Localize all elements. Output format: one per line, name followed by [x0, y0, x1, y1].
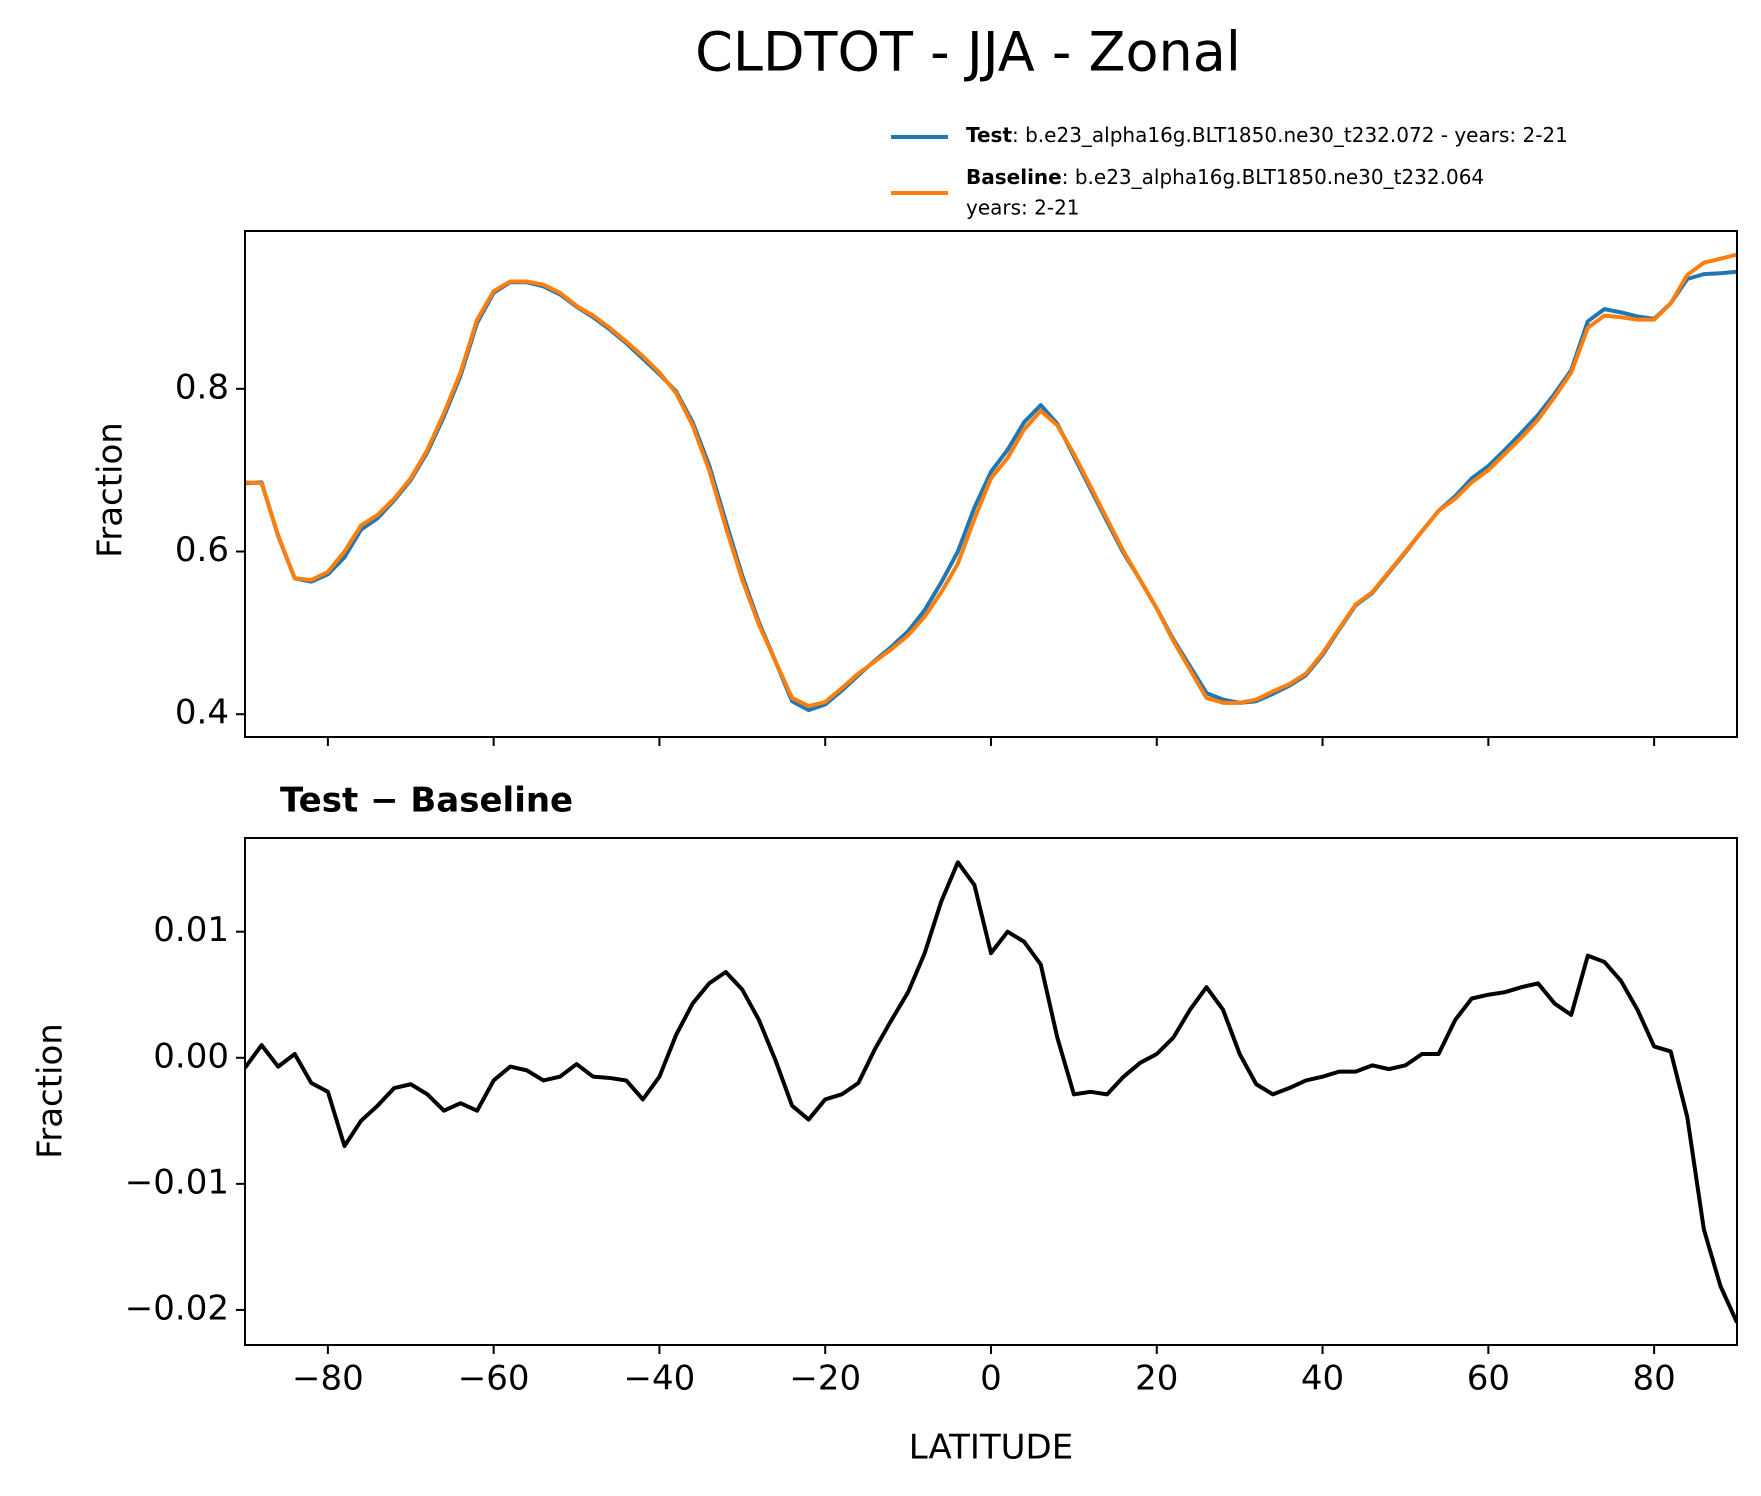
x-tick-label: 20	[1135, 1359, 1178, 1399]
y-axis-label: Fraction	[91, 422, 131, 558]
y-tick-label: 0.01	[153, 910, 229, 950]
legend-detail: : b.e23_alpha16g.BLT1850.ne30_t232.072 -…	[1012, 123, 1568, 147]
legend-entry: Baseline: b.e23_alpha16g.BLT1850.ne30_t2…	[966, 165, 1484, 189]
y-tick-label: 0.6	[175, 530, 229, 570]
legend: Test: b.e23_alpha16g.BLT1850.ne30_t232.0…	[891, 123, 1568, 220]
data-line	[245, 860, 1737, 1324]
x-tick-label: −40	[624, 1359, 696, 1399]
legend-name: Test	[966, 123, 1012, 147]
y-tick-label: 0.00	[153, 1036, 229, 1076]
legend-detail: : b.e23_alpha16g.BLT1850.ne30_t232.064	[1062, 165, 1484, 189]
x-tick-label: −20	[789, 1359, 861, 1399]
x-tick-label: −60	[458, 1359, 530, 1399]
subplot-title: Test − Baseline	[280, 781, 573, 821]
x-tick-label: 80	[1632, 1359, 1675, 1399]
x-tick-label: 60	[1467, 1359, 1510, 1399]
legend-entry: Test: b.e23_alpha16g.BLT1850.ne30_t232.0…	[966, 123, 1568, 147]
y-axis-label: Fraction	[31, 1023, 71, 1159]
x-tick-label: 0	[980, 1359, 1002, 1399]
data-line	[245, 252, 1737, 709]
x-axis-label: LATITUDE	[909, 1428, 1073, 1468]
legend-detail: years: 2-21	[966, 196, 1080, 220]
y-tick-label: 0.8	[175, 367, 229, 407]
x-tick-label: −80	[292, 1359, 364, 1399]
y-tick-label: −0.02	[125, 1288, 229, 1328]
y-tick-label: 0.4	[175, 693, 229, 733]
figure-title: CLDTOT - JJA - Zonal	[695, 21, 1241, 84]
y-tick-label: −0.01	[125, 1162, 229, 1202]
legend-name: Baseline	[966, 165, 1062, 189]
x-tick-label: 40	[1301, 1359, 1344, 1399]
